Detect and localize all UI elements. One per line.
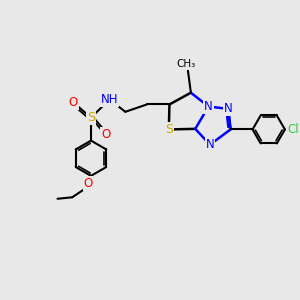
Text: CH₃: CH₃ bbox=[176, 59, 196, 69]
Text: O: O bbox=[69, 96, 78, 109]
Text: S: S bbox=[87, 111, 95, 124]
Text: S: S bbox=[165, 123, 173, 136]
Text: N: N bbox=[204, 100, 213, 113]
Text: O: O bbox=[101, 128, 110, 141]
Text: NH: NH bbox=[101, 93, 118, 106]
Text: N: N bbox=[224, 102, 233, 116]
Text: N: N bbox=[206, 138, 214, 151]
Text: O: O bbox=[83, 177, 93, 190]
Text: Cl: Cl bbox=[287, 123, 299, 136]
